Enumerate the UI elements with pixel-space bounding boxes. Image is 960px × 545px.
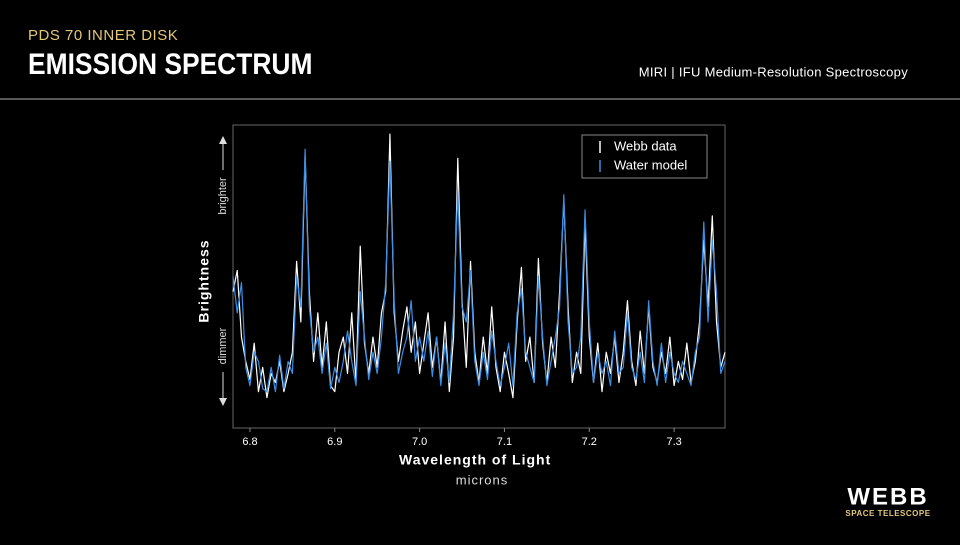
logo-tagline: SPACE TELESCOPE <box>845 509 930 518</box>
x-tick-label: 7.1 <box>497 436 512 448</box>
arrow-up-head <box>219 136 227 144</box>
x-axis-title: Wavelength of Light <box>399 452 551 468</box>
legend-label: Webb data <box>614 138 677 153</box>
page-title: EMISSION SPECTRUM <box>28 46 312 80</box>
x-tick-label: 7.3 <box>666 436 681 448</box>
y-axis-title: Brightness <box>196 239 212 322</box>
y-low-label: dimmer <box>217 327 229 364</box>
x-tick-label: 6.8 <box>242 436 257 448</box>
legend-box <box>581 134 708 179</box>
y-high-label: brighter <box>217 177 229 215</box>
legend-label: Water model <box>614 157 687 172</box>
arrow-down-head <box>219 398 227 406</box>
x-tick-label: 7.0 <box>412 436 427 448</box>
x-tick-label: 6.9 <box>327 436 342 448</box>
x-tick-label: 7.2 <box>582 436 597 448</box>
series-line <box>232 148 726 393</box>
subtitle: MIRI | IFU Medium-Resolution Spectroscop… <box>639 64 908 79</box>
x-axis-unit: microns <box>456 472 509 487</box>
logo-name: WEBB <box>847 483 928 510</box>
kicker: PDS 70 INNER DISK <box>28 27 178 44</box>
